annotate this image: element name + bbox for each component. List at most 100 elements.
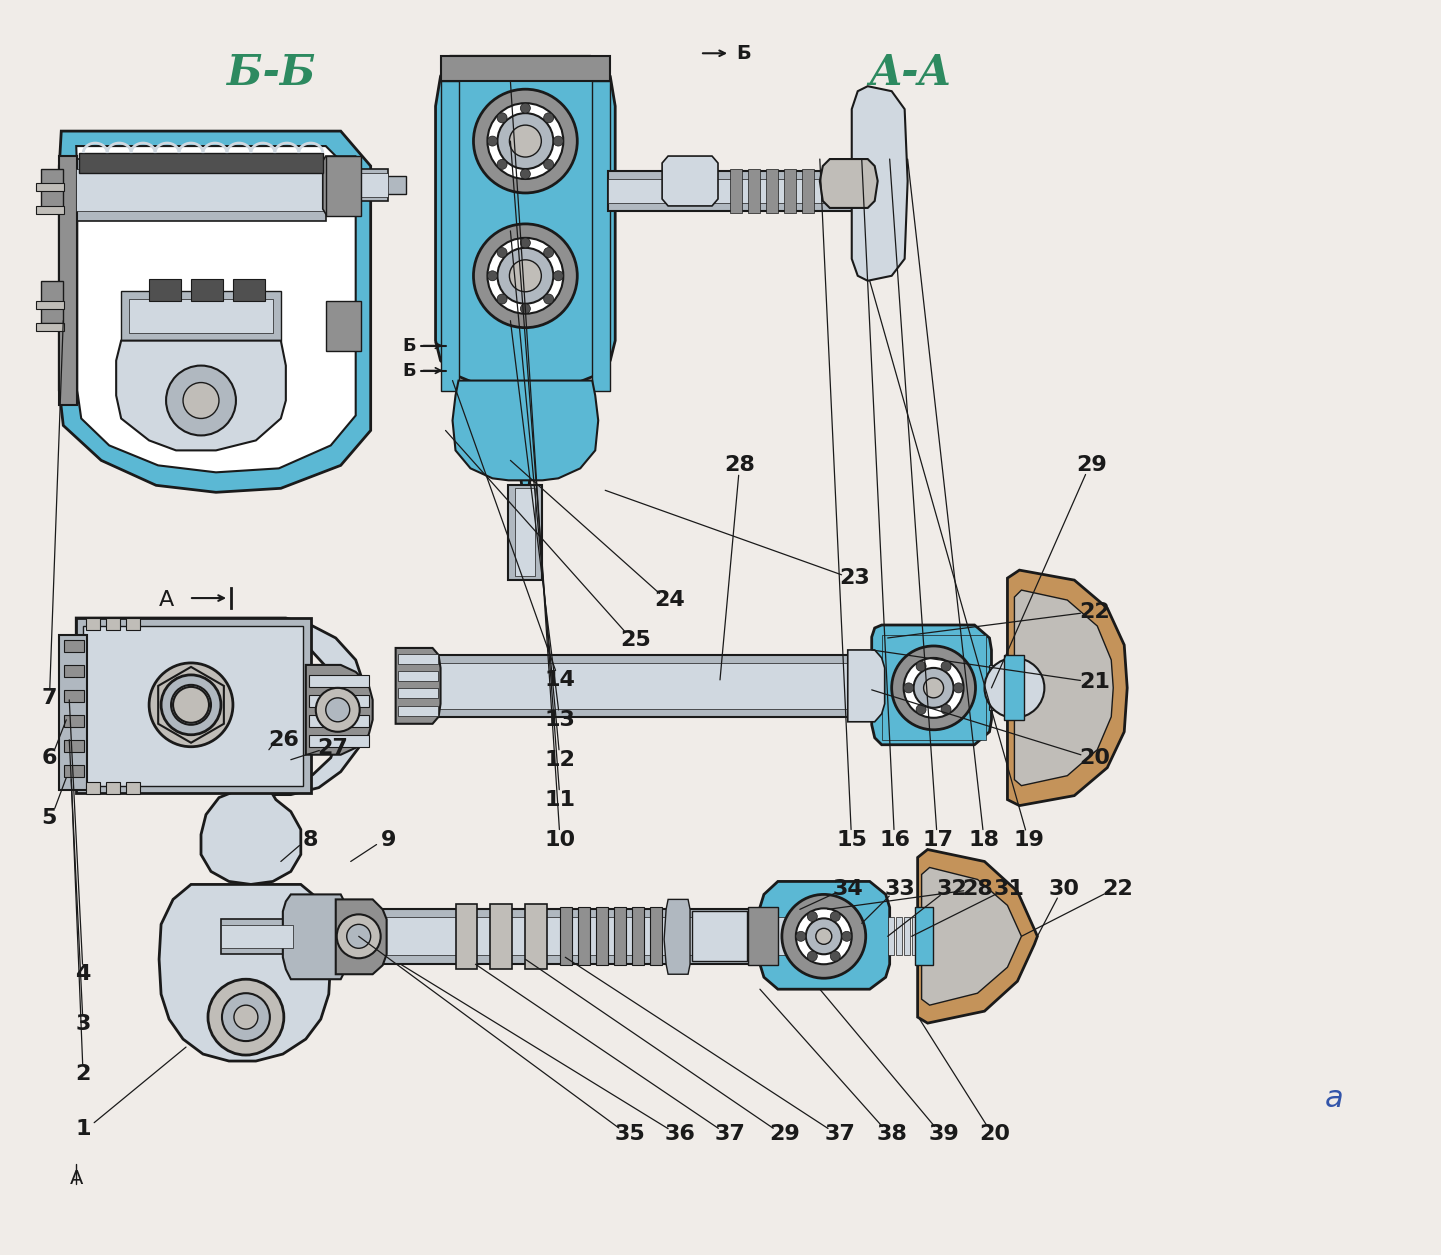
Bar — [326, 173, 388, 197]
Circle shape — [941, 704, 951, 714]
Text: 29: 29 — [1076, 456, 1107, 476]
Bar — [919, 917, 925, 955]
Bar — [86, 782, 101, 793]
Circle shape — [520, 169, 530, 179]
Circle shape — [497, 113, 553, 169]
Bar — [326, 301, 360, 350]
Circle shape — [510, 260, 542, 291]
Circle shape — [520, 304, 530, 314]
Text: 4: 4 — [75, 964, 91, 984]
Circle shape — [347, 925, 370, 949]
Bar — [1006, 665, 1012, 710]
Bar — [127, 782, 140, 793]
Bar — [127, 617, 140, 630]
Text: 20: 20 — [1079, 748, 1110, 768]
Text: 38: 38 — [876, 1124, 906, 1143]
Bar — [65, 690, 84, 702]
Bar — [633, 907, 644, 965]
Polygon shape — [847, 650, 885, 722]
Circle shape — [553, 271, 563, 281]
Circle shape — [183, 383, 219, 418]
Bar — [79, 153, 323, 173]
Bar — [526, 905, 548, 969]
Circle shape — [553, 136, 563, 146]
Text: 21: 21 — [1079, 671, 1110, 692]
Text: 28: 28 — [963, 880, 993, 900]
Circle shape — [316, 688, 360, 732]
Bar — [121, 291, 281, 340]
Polygon shape — [336, 900, 386, 974]
Bar — [578, 907, 591, 965]
Bar — [65, 665, 84, 676]
Bar — [490, 905, 513, 969]
Circle shape — [807, 911, 817, 921]
Circle shape — [233, 1005, 258, 1029]
Bar — [59, 635, 88, 789]
Bar — [42, 169, 63, 211]
Circle shape — [497, 294, 507, 304]
Polygon shape — [305, 665, 373, 754]
Bar — [233, 279, 265, 301]
Circle shape — [984, 658, 1045, 718]
Text: A: A — [159, 590, 174, 610]
Bar — [76, 617, 311, 793]
Circle shape — [520, 103, 530, 113]
Bar — [398, 671, 438, 681]
Circle shape — [474, 223, 578, 328]
Polygon shape — [282, 895, 346, 979]
Polygon shape — [59, 131, 370, 492]
Polygon shape — [872, 625, 991, 744]
Polygon shape — [664, 900, 690, 974]
Circle shape — [543, 294, 553, 304]
Bar — [308, 695, 369, 707]
Bar — [326, 156, 360, 216]
Text: 22: 22 — [1102, 880, 1133, 900]
Circle shape — [326, 698, 350, 722]
Text: Б: Б — [402, 336, 415, 355]
Bar — [1022, 665, 1027, 710]
Text: 20: 20 — [978, 1124, 1010, 1143]
Text: 11: 11 — [545, 789, 576, 809]
Polygon shape — [661, 156, 718, 206]
Circle shape — [171, 685, 210, 725]
Circle shape — [148, 663, 233, 747]
Bar — [650, 907, 661, 965]
Circle shape — [510, 126, 542, 157]
Bar — [748, 169, 759, 213]
Circle shape — [497, 247, 507, 257]
Bar — [896, 917, 902, 955]
Text: 35: 35 — [615, 1124, 646, 1143]
Bar — [904, 917, 909, 955]
Bar — [748, 907, 778, 965]
Bar — [308, 715, 369, 727]
Text: 17: 17 — [922, 830, 953, 850]
Bar — [65, 715, 84, 727]
Circle shape — [904, 683, 914, 693]
Circle shape — [543, 247, 553, 257]
Polygon shape — [852, 87, 908, 281]
Circle shape — [497, 247, 553, 304]
Polygon shape — [396, 648, 441, 724]
Text: 25: 25 — [620, 630, 650, 650]
Circle shape — [161, 675, 220, 734]
Bar — [326, 169, 388, 201]
Text: 31: 31 — [994, 880, 1025, 900]
Text: 30: 30 — [1049, 880, 1079, 900]
Text: 15: 15 — [836, 830, 867, 850]
Text: 34: 34 — [833, 880, 863, 900]
Circle shape — [166, 365, 236, 435]
Bar — [65, 739, 84, 752]
Circle shape — [782, 895, 866, 978]
Bar — [107, 617, 120, 630]
Bar — [731, 169, 742, 213]
Bar — [36, 323, 65, 330]
Circle shape — [904, 658, 964, 718]
Bar — [888, 917, 893, 955]
Circle shape — [916, 704, 927, 714]
Polygon shape — [76, 617, 366, 885]
Circle shape — [916, 661, 927, 671]
Text: a: a — [1324, 1084, 1343, 1113]
Text: 14: 14 — [545, 670, 576, 690]
Text: 37: 37 — [715, 1124, 745, 1143]
Bar — [597, 907, 608, 965]
